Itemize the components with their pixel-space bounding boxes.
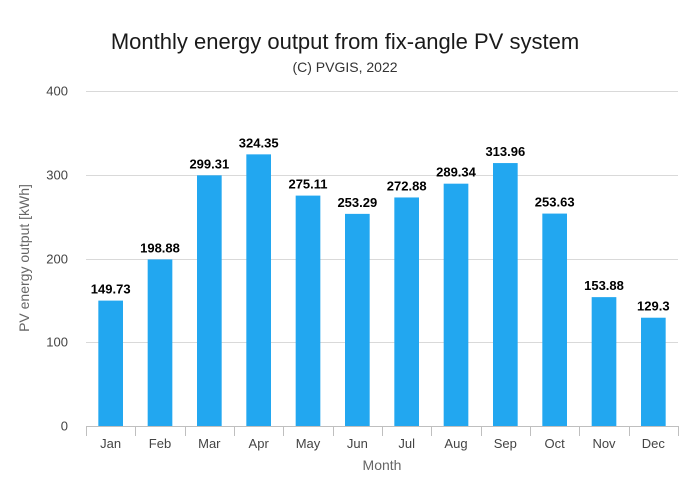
data-label-apr: 324.35 [239,135,279,150]
data-labels: 149.73 198.88 299.31 324.35 275.11 253.29 272.… [91,135,670,313]
bar-sep [493,163,518,426]
data-label-nov: 153.88 [584,278,624,293]
bar-jun [345,213,370,426]
bar-jul [394,197,419,426]
bar-aug [443,183,469,426]
chart-subtitle: (C) PVGIS, 2022 [292,59,397,75]
data-label-mar: 299.31 [189,156,229,171]
x-tick-label-jan: Jan [100,436,121,451]
bar-apr [246,154,271,427]
x-tick-label-jun: Jun [347,436,368,451]
x-tick-label-oct: Oct [545,436,566,451]
y-tick-label: 200 [46,252,68,267]
data-label-jul: 272.88 [387,178,427,193]
bar-dec [641,317,666,426]
data-label-sep: 313.96 [485,144,525,159]
gridlines [86,91,678,343]
x-axis-label: Month [363,457,402,473]
axes [86,426,679,436]
x-tick-label-feb: Feb [149,436,171,451]
bar-jan [98,300,123,426]
bar-nov [591,297,617,426]
x-tick-label-dec: Dec [642,436,666,451]
data-label-may: 275.11 [288,177,327,192]
data-label-feb: 198.88 [140,240,180,255]
x-tick-label-aug: Aug [444,436,467,451]
bar-feb [147,259,173,426]
data-label-aug: 289.34 [436,165,477,180]
bars [98,154,666,427]
tick-labels: 0 100 200 300 400 Jan Feb Mar Apr May Jun Jul Aug Sep… [46,84,665,452]
bar-may [295,195,321,426]
x-tick-label-sep: Sep [494,436,517,451]
bar-mar [197,175,222,426]
x-tick-label-may: May [296,436,321,451]
y-tick-label: 300 [46,168,68,183]
y-axis-label: PV energy output [kWh] [16,184,32,332]
y-tick-label: 400 [46,84,68,99]
data-label-jun: 253.29 [337,195,377,210]
data-label-dec: 129.3 [637,299,670,314]
chart-title: Monthly energy output from fix-angle PV … [111,29,579,54]
y-tick-label: 0 [61,419,68,434]
x-tick-label-mar: Mar [198,436,221,451]
x-tick-label-apr: Apr [249,436,270,451]
x-tick-label-nov: Nov [592,436,616,451]
x-tick-label-jul: Jul [398,436,415,451]
bar-oct [542,213,567,426]
data-label-jan: 149.73 [91,282,131,297]
y-tick-label: 100 [46,335,68,350]
data-label-oct: 253.63 [535,195,575,210]
